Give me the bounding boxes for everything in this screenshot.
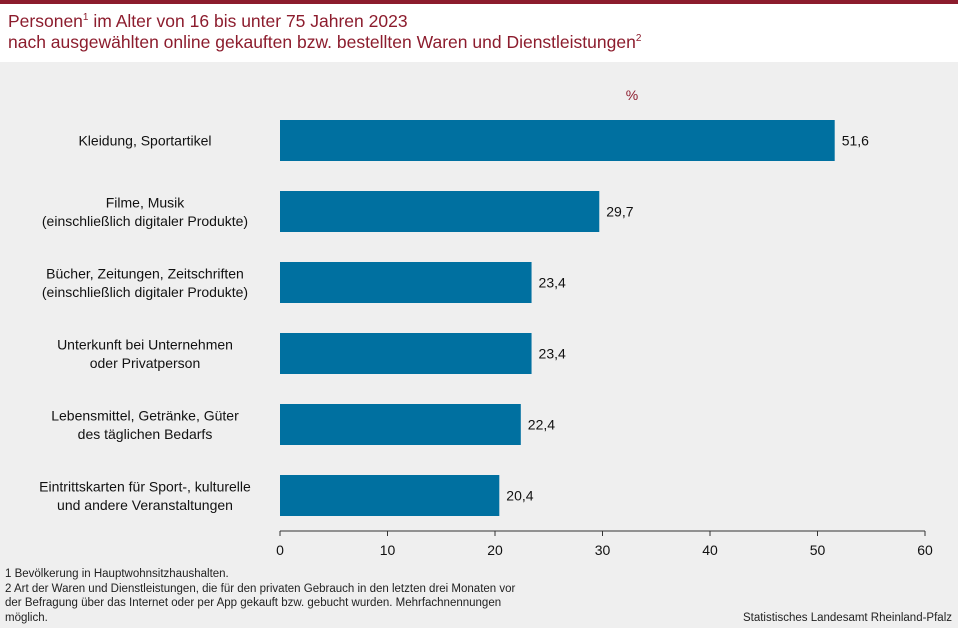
category-label: Eintrittskarten für Sport-, kulturelle: [39, 478, 251, 494]
chart-title: Personen1 im Alter von 16 bis unter 75 J…: [0, 4, 958, 62]
unit-label: %: [626, 87, 638, 103]
top-rule: [0, 0, 958, 4]
category-label: des täglichen Bedarfs: [78, 426, 213, 442]
bar-value-label: 29,7: [606, 204, 633, 220]
title-line-2: nach ausgewählten online gekauften bzw. …: [8, 32, 641, 52]
footnote-line: 2 Art der Waren und Dienstleistungen, di…: [5, 582, 516, 595]
category-label: Unterkunft bei Unternehmen: [57, 336, 233, 352]
category-label: Bücher, Zeitungen, Zeitschriften: [46, 265, 244, 281]
bar-value-label: 22,4: [528, 417, 555, 433]
footnote-line: 1 Bevölkerung in Hauptwohnsitzhaushalten…: [5, 568, 229, 580]
bar-value-label: 51,6: [842, 133, 869, 149]
category-label: und andere Veranstaltungen: [57, 497, 233, 513]
category-label: (einschließlich digitaler Produkte): [42, 284, 248, 300]
category-label: Filme, Musik: [106, 194, 186, 210]
bar-value-label: 23,4: [539, 275, 566, 291]
bar: [280, 120, 835, 161]
category-label: Kleidung, Sportartikel: [78, 133, 211, 149]
title-sup-2: 2: [635, 33, 642, 44]
x-tick-label: 40: [702, 542, 718, 558]
category-label: (einschließlich digitaler Produkte): [42, 213, 248, 229]
title-text-1a: Personen: [8, 11, 83, 31]
bar-value-label: 20,4: [506, 488, 533, 504]
x-tick-label: 20: [487, 542, 503, 558]
category-label: Lebensmittel, Getränke, Güter: [51, 407, 239, 423]
bar-chart: % 51,6 Kleidung, Sportartikel 29,7 Filme, Mu…: [39, 87, 933, 558]
x-tick-label: 50: [810, 542, 826, 558]
x-tick-label: 10: [380, 542, 396, 558]
x-tick-label: 0: [276, 542, 284, 558]
footnote-line: der Befragung über das Internet oder per…: [5, 597, 502, 609]
x-tick-label: 30: [595, 542, 611, 558]
title-text-1b: im Alter von 16 bis unter 75 Jahren 2023: [88, 11, 408, 31]
footnote-line: möglich.: [5, 611, 48, 624]
bar: [280, 262, 532, 303]
bar: [280, 404, 521, 445]
bar: [280, 475, 500, 516]
bar: [280, 191, 600, 232]
title-line-1: Personen1 im Alter von 16 bis unter 75 J…: [8, 11, 408, 31]
footnotes: 1 Bevölkerung in Hauptwohnsitzhaushalten…: [5, 567, 605, 625]
bar-value-label: 23,4: [539, 346, 566, 362]
category-label: oder Privatperson: [90, 355, 201, 371]
title-text-2: nach ausgewählten online gekauften bzw. …: [8, 32, 636, 52]
title-sup-1: 1: [82, 12, 89, 23]
bar: [280, 333, 532, 374]
x-tick-label: 60: [917, 542, 933, 558]
source-credit: Statistisches Landesamt Rheinland-Pfalz: [742, 612, 952, 624]
